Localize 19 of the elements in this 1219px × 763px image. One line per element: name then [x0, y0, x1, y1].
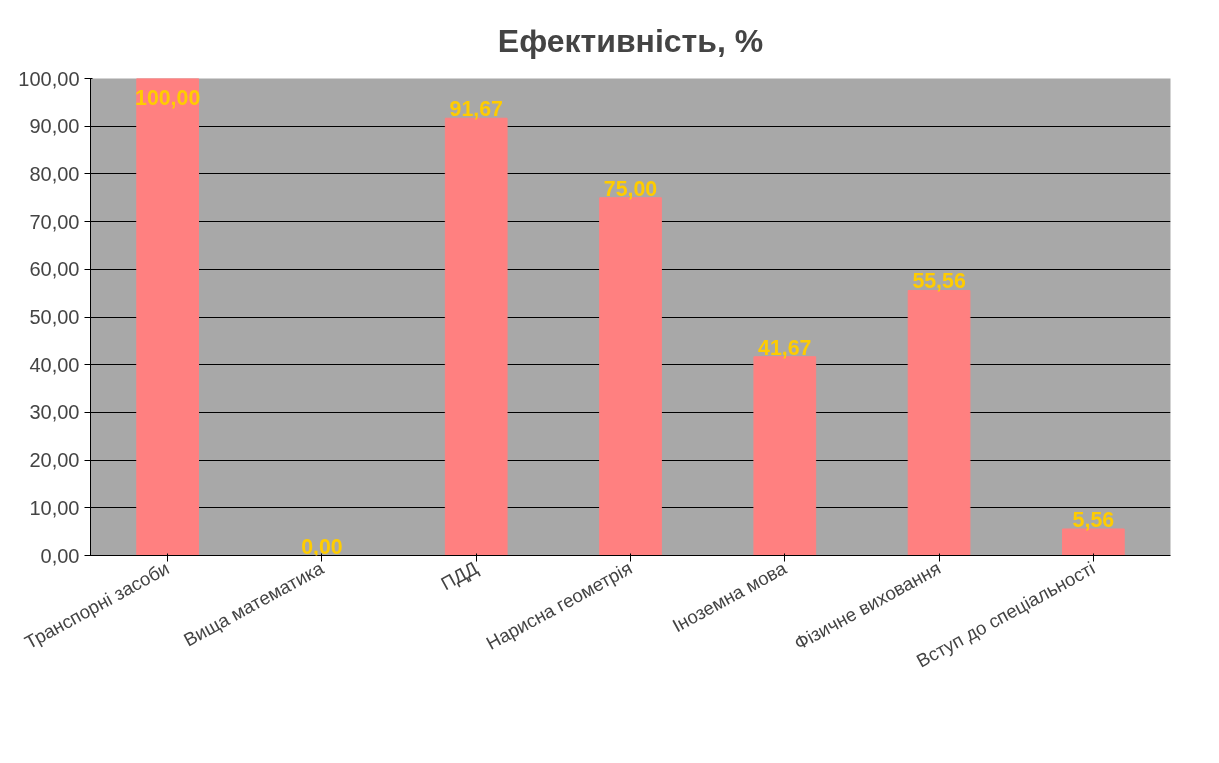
y-tick-label: 20,00	[29, 449, 80, 472]
chart-title: Ефективність, %	[497, 22, 764, 59]
y-tick-label: 80,00	[29, 162, 80, 185]
data-label: 55,56	[912, 269, 966, 294]
y-tick-label: 40,00	[29, 353, 80, 376]
data-label: 41,67	[758, 335, 812, 360]
bar	[136, 78, 199, 556]
y-tick-label: 100,00	[18, 67, 80, 90]
data-label: 91,67	[449, 97, 503, 122]
data-label: 5,56	[1072, 507, 1115, 532]
y-tick-label: 0,00	[40, 544, 80, 567]
y-tick-label: 10,00	[29, 496, 80, 519]
y-tick-label: 50,00	[29, 306, 80, 328]
y-tick-label: 90,00	[29, 115, 80, 138]
y-tick-label: 30,00	[29, 401, 80, 424]
y-tick-label: 70,00	[29, 210, 80, 233]
x-tick-label: ПДД	[437, 557, 482, 595]
y-tick-label: 60,00	[29, 258, 80, 281]
data-label: 75,00	[603, 176, 658, 201]
